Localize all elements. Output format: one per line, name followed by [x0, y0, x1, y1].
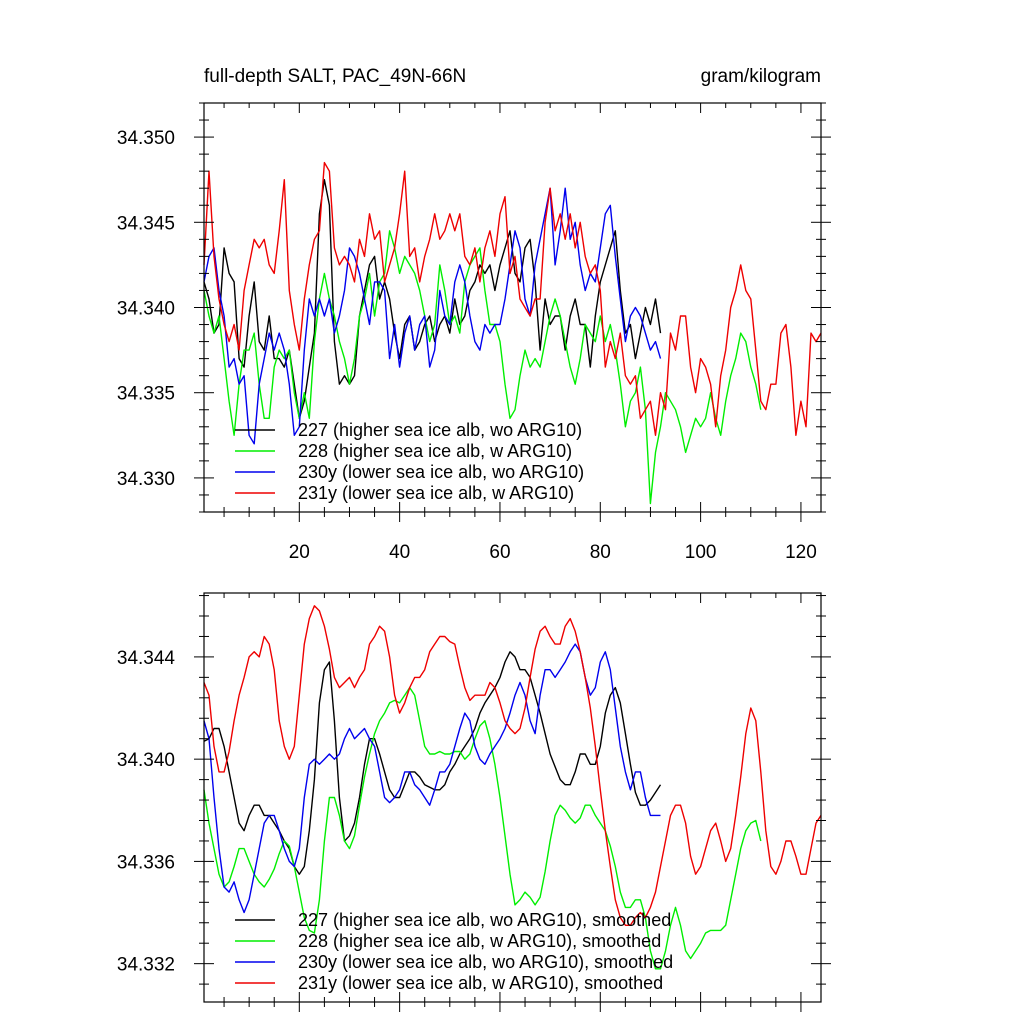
bottom-legend: 227 (higher sea ice alb, wo ARG10), smoo…	[235, 910, 673, 993]
top-panel: 20 40 60 80 100 120 34.330 34.335 34.340 34.345 34…	[117, 102, 831, 563]
legend-label: 230y (lower sea ice alb, wo ARG10)	[298, 462, 584, 482]
series-line-0-3	[203, 161, 822, 436]
legend-label: 227 (higher sea ice alb, wo ARG10), smoo…	[298, 910, 671, 930]
y-tick-label: 34.345	[117, 213, 175, 234]
series-line-0-2	[203, 187, 662, 445]
y-tick-label: 34.336	[117, 852, 175, 873]
y-tick-label: 34.340	[117, 299, 175, 320]
y-tick-label: 34.350	[117, 128, 175, 149]
x-tick-label: 80	[590, 542, 611, 563]
top-legend: 227 (higher sea ice alb, wo ARG10)228 (h…	[235, 420, 584, 503]
series-line-1-3	[203, 605, 822, 926]
top-ticks: 20 40 60 80 100 120 34.330 34.335 34.340 34.345 34…	[117, 102, 831, 563]
y-tick-label: 34.344	[117, 648, 176, 669]
bottom-panel: 34.332 34.336 34.340 34.344 227 (higher sea…	[117, 592, 831, 1012]
x-tick-label: 120	[785, 542, 817, 563]
x-tick-label: 60	[489, 542, 510, 563]
y-tick-label: 34.332	[117, 955, 175, 976]
x-tick-label: 20	[289, 542, 310, 563]
bottom-ticks: 34.332 34.336 34.340 34.344	[117, 593, 831, 1012]
bottom-series-lines	[203, 605, 822, 970]
x-tick-label: 40	[389, 542, 410, 563]
legend-label: 227 (higher sea ice alb, wo ARG10)	[298, 420, 582, 440]
chart-title: full-depth SALT, PAC_49N-66N	[204, 66, 466, 87]
series-line-1-0	[203, 651, 662, 875]
series-line-0-0	[203, 178, 662, 419]
series-line-1-1	[203, 686, 762, 970]
legend-label: 231y (lower sea ice alb, w ARG10)	[298, 483, 574, 503]
top-series-lines	[203, 161, 822, 505]
legend-label: 228 (higher sea ice alb, w ARG10), smoot…	[298, 931, 661, 951]
bottom-plot-frame	[203, 592, 822, 1003]
y-tick-label: 34.335	[117, 384, 175, 405]
chart-units: gram/kilogram	[701, 66, 821, 87]
legend-label: 228 (higher sea ice alb, w ARG10)	[298, 441, 572, 461]
legend-label: 230y (lower sea ice alb, wo ARG10), smoo…	[298, 952, 673, 972]
y-tick-label: 34.340	[117, 750, 175, 771]
y-tick-label: 34.330	[117, 469, 175, 490]
x-tick-label: 100	[685, 542, 717, 563]
legend-label: 231y (lower sea ice alb, w ARG10), smoot…	[298, 973, 663, 993]
